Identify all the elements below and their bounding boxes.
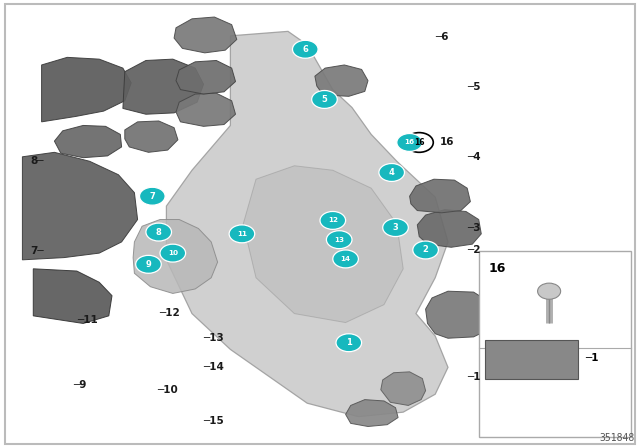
Circle shape bbox=[397, 134, 422, 151]
Text: ─6: ─6 bbox=[435, 32, 449, 42]
Polygon shape bbox=[133, 220, 218, 293]
Text: ─1: ─1 bbox=[586, 353, 599, 363]
Circle shape bbox=[333, 250, 358, 268]
Circle shape bbox=[379, 164, 404, 181]
Text: ─2: ─2 bbox=[467, 245, 481, 255]
Text: 3: 3 bbox=[393, 223, 398, 232]
FancyBboxPatch shape bbox=[485, 340, 578, 379]
Polygon shape bbox=[410, 179, 470, 213]
Circle shape bbox=[160, 244, 186, 262]
Text: 11: 11 bbox=[237, 231, 247, 237]
Polygon shape bbox=[174, 17, 237, 53]
Polygon shape bbox=[176, 93, 236, 126]
Text: 16: 16 bbox=[440, 138, 454, 147]
Text: ─3: ─3 bbox=[467, 223, 481, 233]
Text: ─4: ─4 bbox=[467, 152, 481, 162]
Circle shape bbox=[312, 90, 337, 108]
Text: 8─: 8─ bbox=[31, 156, 44, 166]
Text: 9: 9 bbox=[146, 260, 151, 269]
Text: 13: 13 bbox=[334, 237, 344, 243]
Text: 14: 14 bbox=[340, 256, 351, 262]
Text: ─14: ─14 bbox=[204, 362, 225, 372]
Polygon shape bbox=[125, 121, 178, 152]
Text: ─13: ─13 bbox=[204, 333, 224, 343]
Polygon shape bbox=[123, 59, 204, 114]
Text: ─11: ─11 bbox=[77, 315, 97, 325]
Text: ─15: ─15 bbox=[204, 416, 224, 426]
Circle shape bbox=[292, 40, 318, 58]
Text: 5: 5 bbox=[321, 95, 328, 104]
Circle shape bbox=[413, 241, 438, 259]
Polygon shape bbox=[166, 31, 448, 417]
Circle shape bbox=[146, 223, 172, 241]
Text: ─5: ─5 bbox=[467, 82, 481, 92]
Circle shape bbox=[320, 211, 346, 229]
Text: 16: 16 bbox=[414, 138, 424, 147]
Circle shape bbox=[136, 255, 161, 273]
Polygon shape bbox=[381, 372, 426, 405]
Text: 16: 16 bbox=[404, 139, 415, 146]
Text: 351848: 351848 bbox=[600, 433, 635, 443]
Circle shape bbox=[336, 334, 362, 352]
Circle shape bbox=[383, 219, 408, 237]
Text: ─9: ─9 bbox=[74, 380, 87, 390]
Text: 7─: 7─ bbox=[31, 246, 44, 256]
Polygon shape bbox=[417, 210, 481, 247]
Polygon shape bbox=[33, 269, 112, 323]
Polygon shape bbox=[243, 166, 403, 323]
Polygon shape bbox=[54, 125, 122, 158]
Text: 8: 8 bbox=[156, 228, 161, 237]
Circle shape bbox=[326, 231, 352, 249]
Text: 12: 12 bbox=[328, 217, 338, 224]
Text: ─1: ─1 bbox=[467, 372, 481, 382]
Circle shape bbox=[405, 133, 433, 152]
Text: ─12: ─12 bbox=[159, 308, 179, 318]
Text: 7: 7 bbox=[150, 192, 155, 201]
Text: ─10: ─10 bbox=[157, 385, 177, 395]
Polygon shape bbox=[315, 65, 368, 96]
Polygon shape bbox=[22, 152, 138, 260]
Text: 10: 10 bbox=[168, 250, 178, 256]
Text: 4: 4 bbox=[388, 168, 395, 177]
Circle shape bbox=[229, 225, 255, 243]
Polygon shape bbox=[176, 60, 236, 94]
Polygon shape bbox=[42, 57, 131, 122]
Polygon shape bbox=[346, 400, 398, 426]
Text: 2: 2 bbox=[422, 246, 429, 254]
Circle shape bbox=[140, 187, 165, 205]
FancyBboxPatch shape bbox=[479, 251, 631, 437]
Text: 6: 6 bbox=[302, 45, 308, 54]
Text: 1: 1 bbox=[346, 338, 352, 347]
Polygon shape bbox=[426, 291, 492, 338]
Text: 16: 16 bbox=[488, 262, 506, 275]
Circle shape bbox=[538, 283, 561, 299]
